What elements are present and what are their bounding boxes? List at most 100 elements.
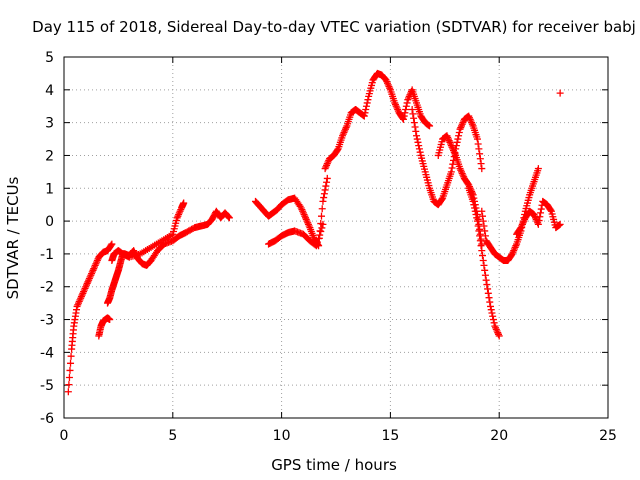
data-point-interp	[400, 112, 408, 120]
data-point-interp	[481, 232, 489, 240]
data-point-interp	[476, 230, 484, 238]
data-point-interp	[303, 217, 311, 225]
data-point-interp	[385, 83, 393, 91]
data-point-interp	[510, 245, 518, 253]
axis-ticks	[63, 56, 609, 419]
data-point	[413, 132, 421, 140]
series-arc6	[251, 174, 331, 250]
data-point-interp	[342, 124, 350, 132]
data-point-interp	[468, 119, 476, 127]
data-point-interp	[323, 160, 331, 168]
data-point	[382, 76, 390, 84]
data-point-interp	[484, 285, 492, 293]
data-point-interp	[364, 96, 372, 104]
data-point	[319, 197, 327, 205]
data-point	[534, 220, 542, 228]
data-point	[447, 168, 455, 176]
data-point-interp	[457, 124, 465, 132]
data-point	[302, 214, 310, 222]
data-point-interp	[477, 242, 485, 250]
data-point-interp	[413, 135, 421, 143]
data-point-interp	[475, 145, 483, 153]
data-point-interp	[83, 279, 91, 287]
data-point-interp	[474, 140, 482, 148]
data-point-interp	[412, 127, 420, 135]
data-point-interp	[466, 115, 474, 123]
data-point-interp	[492, 325, 500, 333]
data-point-interp	[531, 214, 539, 222]
data-point-interp	[339, 130, 347, 138]
data-point	[517, 224, 525, 232]
data-point-interp	[394, 106, 402, 114]
data-point-interp	[405, 94, 413, 102]
data-point-interp	[519, 219, 527, 227]
data-point	[180, 199, 188, 207]
data-point-interp	[362, 106, 370, 114]
data-point-interp	[174, 212, 182, 220]
data-point	[456, 165, 464, 173]
data-point	[173, 214, 181, 222]
data-point-interp	[341, 127, 349, 135]
data-point-interp	[511, 243, 519, 251]
data-point-interp	[411, 123, 419, 131]
data-point	[443, 132, 451, 140]
data-point-interp	[480, 261, 488, 269]
data-point-interp	[488, 309, 496, 317]
x-tick-label: 25	[599, 428, 617, 444]
data-point-interp	[454, 135, 462, 143]
y-tick-label: -6	[40, 411, 54, 427]
data-point-interp	[455, 128, 463, 136]
data-point	[312, 242, 320, 250]
data-point	[408, 106, 416, 114]
data-point-interp	[320, 194, 328, 202]
data-point-interp	[107, 241, 115, 249]
data-point-interp	[175, 211, 183, 219]
data-point-interp	[322, 163, 330, 171]
x-tick-labels: 0 5 10 15 20 25	[60, 428, 617, 444]
series-arc4	[108, 199, 188, 264]
data-point-interp	[333, 146, 341, 154]
data-point-interp	[479, 252, 487, 260]
data-point-interp	[457, 168, 465, 176]
x-tick-label: 5	[168, 428, 177, 444]
data-point-interp	[317, 227, 325, 235]
data-point-interp	[459, 119, 467, 127]
data-point-interp	[318, 224, 326, 232]
data-point-interp	[87, 271, 95, 279]
data-point-interp	[315, 235, 323, 243]
data-point-interp	[485, 294, 493, 302]
data-point-interp	[471, 204, 479, 212]
data-point	[478, 240, 486, 248]
data-point-interp	[392, 102, 400, 110]
data-point	[399, 115, 407, 123]
y-tick-label: -1	[40, 247, 54, 263]
data-point-interp	[79, 289, 87, 297]
data-point-interp	[444, 135, 452, 143]
plot-frame	[63, 56, 609, 419]
data-point-interp	[458, 170, 466, 178]
data-point	[534, 165, 542, 173]
data-point-interp	[323, 161, 331, 169]
data-point-interp	[479, 256, 487, 264]
data-point-interp	[410, 119, 418, 127]
data-point	[360, 112, 368, 120]
data-point-interp	[88, 268, 96, 276]
data-point-interp	[473, 214, 481, 222]
data-point	[482, 276, 490, 284]
y-tick-labels: -6 -5 -4 -3 -2 -1 0 1 2 3 4 5	[40, 50, 54, 427]
data-point-interp	[305, 222, 313, 230]
x-tick-label: 20	[490, 428, 508, 444]
series-arc9	[408, 106, 486, 209]
data-point-interp	[481, 271, 489, 279]
data-point-interp	[455, 132, 463, 140]
series-arc7	[265, 220, 327, 250]
data-point-interp	[341, 125, 349, 133]
data-point-interp	[225, 213, 233, 221]
y-tick-label: 0	[45, 214, 54, 230]
data-point-interp	[67, 359, 75, 367]
data-point	[491, 322, 499, 330]
data-point-interp	[321, 186, 329, 194]
data-point	[321, 165, 329, 173]
data-point-interp	[457, 122, 465, 130]
data-point-interp	[302, 215, 310, 223]
